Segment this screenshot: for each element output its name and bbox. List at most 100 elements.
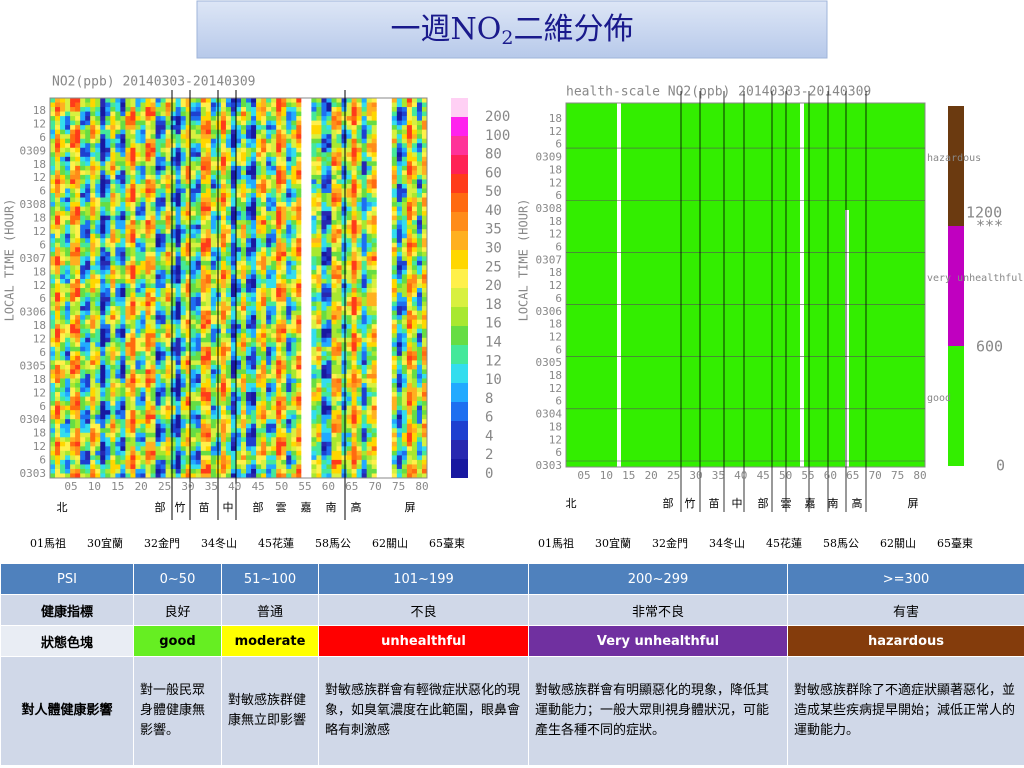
heatmap-cell	[230, 414, 237, 420]
heatmap-cell	[336, 328, 342, 334]
heatmap-cell	[326, 229, 332, 235]
heatmap-cell	[190, 396, 197, 402]
heatmap-cell	[291, 206, 297, 212]
heatmap-cell	[205, 265, 212, 271]
heatmap-cell	[200, 383, 207, 388]
heatmap-cell	[170, 441, 177, 447]
heatmap-cell	[140, 333, 146, 339]
heatmap-cell	[261, 423, 267, 429]
heatmap-cell	[276, 156, 282, 162]
heatmap-cell	[185, 193, 192, 198]
heatmap-cell	[155, 373, 161, 379]
heatmap-cell	[140, 188, 146, 194]
heatmap-cell	[185, 161, 192, 167]
heatmap-cell	[55, 138, 61, 144]
heatmap-cell	[266, 337, 272, 343]
heatmap-cell	[215, 283, 222, 289]
heatmap-cell	[246, 441, 252, 447]
heatmap-cell	[140, 392, 146, 397]
heatmap-cell	[195, 446, 202, 452]
heatmap-cell	[90, 414, 96, 420]
heatmap-cell	[316, 401, 322, 407]
heatmap-cell	[266, 156, 272, 162]
heatmap-cell	[321, 116, 327, 122]
heatmap-cell	[271, 260, 277, 266]
heatmap-cell	[306, 260, 312, 266]
heatmap-cell	[246, 107, 252, 112]
heatmap-cell	[235, 401, 242, 407]
heatmap-cell	[291, 369, 297, 375]
heatmap-cell	[60, 428, 66, 434]
heatmap-cell	[205, 152, 212, 158]
heatmap-cell	[105, 310, 111, 316]
heatmap-cell	[125, 247, 131, 253]
heatmap-cell	[175, 116, 182, 122]
heatmap-cell	[170, 116, 177, 122]
heatmap-cell	[256, 238, 262, 244]
heatmap-cell	[75, 152, 81, 158]
heatmap-cell	[266, 392, 272, 397]
heatmap-cell	[271, 306, 277, 312]
heatmap-cell	[85, 396, 91, 402]
heatmap-cell	[190, 473, 197, 479]
heatmap-cell	[276, 468, 282, 474]
heatmap-cell	[105, 396, 111, 402]
heatmap-cell	[225, 283, 232, 289]
heatmap-cell	[210, 274, 217, 280]
heatmap-cell	[80, 301, 86, 307]
heatmap-cell	[115, 116, 121, 122]
heatmap-cell	[336, 292, 342, 298]
heatmap-cell	[90, 224, 96, 230]
heatmap-cell	[210, 111, 217, 117]
heatmap-cell	[170, 423, 177, 429]
heatmap-cell	[65, 283, 71, 289]
heatmap-cell	[125, 98, 131, 103]
heatmap-cell	[75, 161, 81, 167]
heatmap-cell	[65, 269, 71, 275]
heatmap-cell	[100, 297, 106, 302]
heatmap-cell	[60, 242, 66, 248]
heatmap-cell	[271, 369, 277, 375]
heatmap-cell	[251, 410, 257, 416]
heatmap-cell	[331, 156, 337, 162]
heatmap-cell	[145, 274, 151, 280]
heatmap-cell	[120, 342, 126, 348]
heatmap-cell	[180, 346, 187, 352]
heatmap-cell	[241, 328, 247, 334]
heatmap-cell	[230, 464, 237, 470]
heatmap-cell	[145, 233, 151, 239]
heatmap-cell	[326, 125, 332, 131]
heatmap-cell	[331, 102, 337, 108]
heatmap-cell	[291, 238, 297, 244]
heatmap-cell	[256, 432, 262, 438]
heatmap-cell	[235, 165, 242, 171]
heatmap-cell	[296, 269, 302, 275]
heatmap-cell	[336, 265, 342, 271]
heatmap-cell	[165, 260, 172, 266]
heatmap-cell	[70, 107, 76, 112]
heatmap-cell	[311, 206, 317, 212]
heatmap-cell	[281, 120, 287, 126]
heatmap-cell	[125, 319, 131, 325]
heatmap-cell	[311, 107, 317, 112]
heatmap-cell	[195, 193, 202, 198]
heatmap-cell	[70, 292, 76, 298]
heatmap-cell	[246, 152, 252, 158]
heatmap-cell	[145, 419, 151, 425]
heatmap-cell	[281, 346, 287, 352]
heatmap-cell	[185, 251, 192, 257]
heatmap-cell	[160, 206, 167, 212]
heatmap-cell	[85, 473, 91, 479]
heatmap-cell	[241, 283, 247, 289]
heatmap-cell	[261, 364, 267, 370]
heatmap-cell	[251, 346, 257, 352]
heatmap-cell	[140, 260, 146, 266]
heatmap-cell	[291, 383, 297, 388]
heatmap-cell	[306, 220, 312, 226]
heatmap-cell	[160, 306, 167, 312]
heatmap-cell	[306, 120, 312, 126]
heatmap-cell	[90, 197, 96, 203]
heatmap-cell	[105, 215, 111, 221]
heatmap-cell	[306, 161, 312, 167]
heatmap-cell	[60, 423, 66, 429]
